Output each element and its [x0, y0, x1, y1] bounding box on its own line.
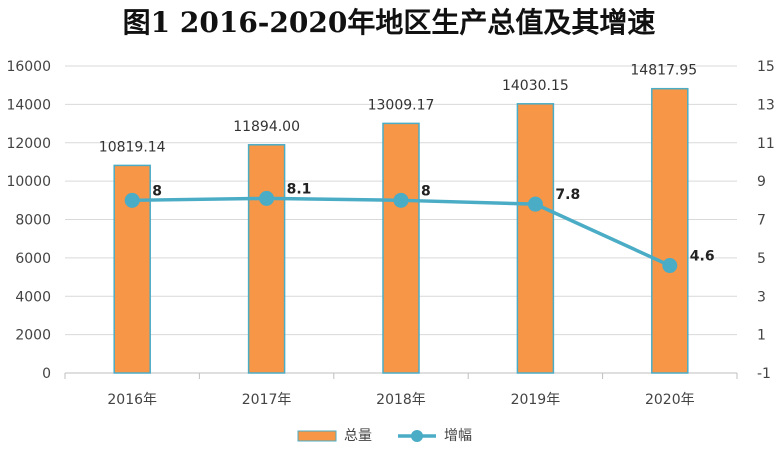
y-right-tick-label: 5 — [757, 251, 766, 267]
y-left-tick-label: 8000 — [15, 213, 51, 229]
line-value-label: 8 — [152, 183, 162, 199]
y-right-tick-label: 11 — [757, 136, 775, 152]
line-point — [527, 196, 543, 212]
y-right-tick-label: 1 — [757, 328, 766, 344]
y-left-tick-label: 0 — [42, 366, 51, 382]
y-left-tick-label: 16000 — [6, 59, 51, 75]
bar — [651, 87, 689, 374]
line-value-label: 8 — [421, 183, 431, 199]
legend-line-marker — [411, 430, 423, 442]
y-right-tick-label: -1 — [757, 366, 771, 382]
chart-title: 图1 2016-2020年地区生产总值及其增速 — [122, 6, 656, 39]
y-right-tick-label: 15 — [757, 59, 775, 75]
line-point — [393, 192, 409, 208]
y-right-tick-label: 9 — [757, 174, 766, 190]
line-value-label: 7.8 — [555, 187, 580, 203]
y-right-tick-label: 3 — [757, 289, 766, 305]
bar — [516, 103, 555, 374]
x-category-label: 2018年 — [376, 392, 426, 408]
x-category-label: 2019年 — [511, 392, 561, 408]
y-left-tick-label: 14000 — [6, 97, 51, 113]
x-category-label: 2020年 — [645, 392, 695, 408]
line-point — [259, 190, 275, 206]
y-left-tick-label: 4000 — [15, 289, 51, 305]
legend-bar-label: 总量 — [344, 428, 372, 444]
line-value-label: 8.1 — [287, 181, 312, 197]
line-point — [662, 258, 678, 274]
y-left-tick-label: 12000 — [6, 136, 51, 152]
x-category-label: 2017年 — [242, 392, 292, 408]
bar — [247, 144, 286, 374]
line-value-label: 4.6 — [690, 249, 715, 265]
bar — [382, 122, 420, 374]
bar-value-label: 11894.00 — [233, 119, 300, 135]
legend-line-label: 增幅 — [444, 428, 472, 444]
y-left-tick-label: 10000 — [6, 174, 51, 190]
y-left-tick-label: 2000 — [15, 328, 51, 344]
bar-value-label: 10819.14 — [99, 139, 166, 155]
bar-value-label: 14030.15 — [502, 78, 569, 94]
bar-value-label: 14817.95 — [630, 63, 697, 79]
bar-value-label: 13009.17 — [368, 97, 435, 113]
legend-bar-swatch — [297, 430, 337, 442]
x-category-label: 2016年 — [107, 392, 157, 408]
y-left-tick-label: 6000 — [15, 251, 51, 267]
line-point — [124, 192, 140, 208]
y-right-tick-label: 13 — [757, 97, 775, 113]
y-right-tick-label: 7 — [757, 213, 766, 229]
